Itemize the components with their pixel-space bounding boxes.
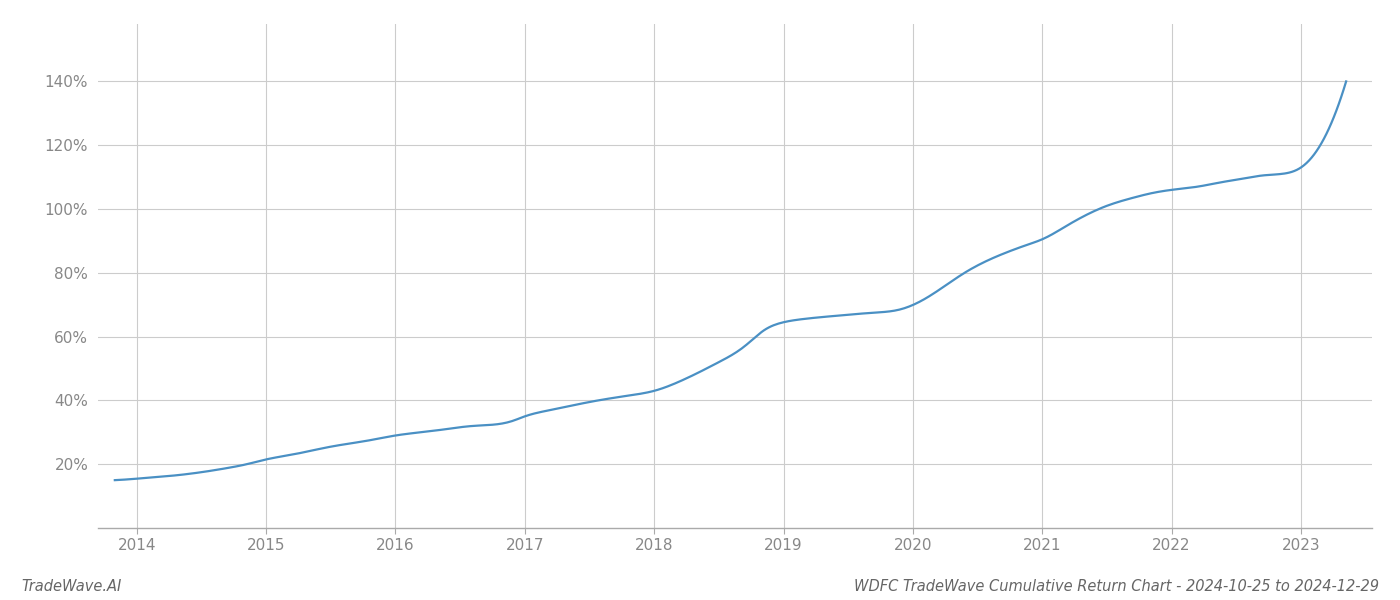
Text: WDFC TradeWave Cumulative Return Chart - 2024-10-25 to 2024-12-29: WDFC TradeWave Cumulative Return Chart -… [854,579,1379,594]
Text: TradeWave.AI: TradeWave.AI [21,579,122,594]
